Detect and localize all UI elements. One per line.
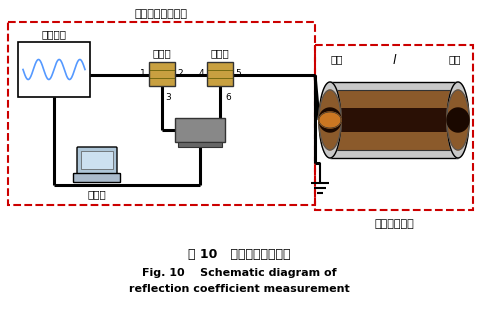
Bar (330, 108, 458, 132)
Bar (207, 62, 233, 86)
Bar (330, 90, 458, 150)
Bar (178, 142, 222, 147)
Bar (175, 118, 225, 142)
Bar (8, 22, 315, 205)
Polygon shape (447, 90, 469, 150)
Text: 1: 1 (140, 69, 146, 78)
Polygon shape (319, 82, 341, 158)
Text: 数据: 数据 (194, 121, 206, 131)
Text: 首端: 首端 (331, 54, 343, 64)
Polygon shape (447, 108, 469, 132)
Polygon shape (447, 82, 469, 158)
Text: 调频信号: 调频信号 (42, 29, 67, 39)
Text: Fig. 10    Schematic diagram of: Fig. 10 Schematic diagram of (142, 268, 336, 278)
Text: 3: 3 (165, 94, 171, 102)
Bar (149, 62, 175, 86)
Text: 耦合器: 耦合器 (211, 48, 229, 58)
Text: 2: 2 (177, 69, 183, 78)
Polygon shape (319, 112, 341, 128)
Text: 4: 4 (198, 69, 204, 78)
Text: 计算机: 计算机 (88, 189, 106, 199)
Bar (315, 45, 473, 210)
Bar (81, 151, 113, 169)
FancyBboxPatch shape (77, 147, 117, 175)
Polygon shape (319, 90, 341, 150)
Text: 被测电力电缆: 被测电力电缆 (374, 219, 414, 229)
Text: 反射系数测量系统: 反射系数测量系统 (135, 9, 188, 19)
Bar (330, 82, 458, 158)
Text: reflection coefficient measurement: reflection coefficient measurement (129, 284, 349, 294)
Text: 6: 6 (225, 94, 231, 102)
Text: 图 10   反射系数测量原理: 图 10 反射系数测量原理 (188, 249, 290, 261)
Text: 功分器: 功分器 (153, 48, 171, 58)
Bar (18, 42, 90, 97)
Text: 末端: 末端 (449, 54, 461, 64)
Polygon shape (319, 108, 341, 132)
Text: 5: 5 (235, 69, 241, 78)
Text: 采集: 采集 (194, 131, 206, 141)
FancyBboxPatch shape (73, 173, 121, 182)
Text: l: l (392, 54, 396, 68)
